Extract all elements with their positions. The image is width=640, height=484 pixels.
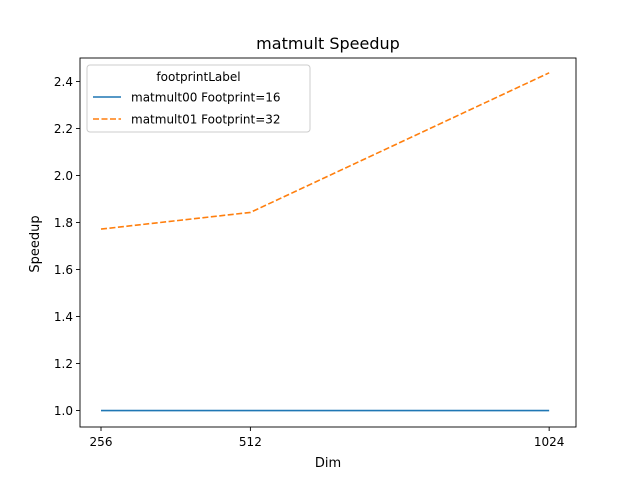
plot-area: 256 512 1024 1.0 1.2 1.4 1.6 1.8 2.0 2.2 2.4 footpr…: [54, 57, 577, 449]
x-tick-label: 1024: [534, 435, 565, 449]
y-tick-label: 1.4: [54, 310, 73, 324]
axes-frame: [79, 57, 577, 428]
y-tick-label: 2.0: [54, 169, 73, 183]
x-tick-label: 256: [90, 435, 113, 449]
y-tick-label: 2.4: [54, 75, 73, 89]
legend: footprintLabel matmult00 Footprint=16 matm…: [86, 64, 311, 133]
x-tick-label: 512: [239, 435, 262, 449]
series-line-2: [100, 72, 550, 230]
legend-entry: matmult00 Footprint=16: [131, 91, 281, 105]
legend-entry: matmult01 Footprint=32: [131, 113, 281, 127]
y-tick-label: 1.8: [54, 216, 73, 230]
y-axis-label: Speedup: [28, 215, 43, 272]
legend-title: footprintLabel: [156, 70, 240, 84]
y-tick-label: 1.2: [54, 357, 73, 371]
x-axis-label: Dim: [315, 456, 341, 471]
legend-box: [86, 64, 311, 133]
chart-title: matmult Speedup: [256, 34, 400, 53]
y-tick-label: 2.2: [54, 122, 73, 136]
y-tick-label: 1.6: [54, 263, 73, 277]
y-tick-label: 1.0: [54, 404, 73, 418]
